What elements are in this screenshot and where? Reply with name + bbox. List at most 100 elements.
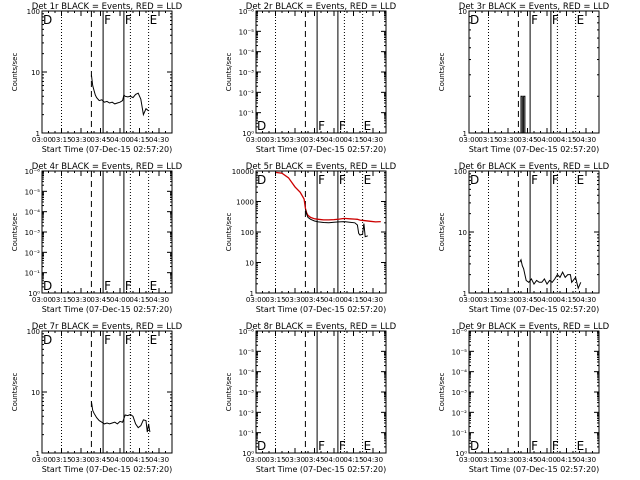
x-axis-label: Start Time (07-Dec-15 02:57:20) [256,305,387,314]
marker-letter: F [339,119,346,133]
series-line [90,74,149,117]
x-tick-label: 04:15 [556,136,576,144]
panel-title: Det 3r BLACK = Events, RED = LLD [459,2,610,12]
x-tick-label: 03:00 [246,296,266,304]
marker-letter: D [257,439,266,453]
x-tick-label: 03:00 [246,136,266,144]
x-tick-label: 04:00 [110,136,130,144]
x-tick-label: 03:45 [304,296,324,304]
x-tick-label: 03:00 [459,136,479,144]
marker-letter: D [43,279,52,293]
x-tick-label: 03:15 [51,296,71,304]
y-tick-label: 10000 [232,168,254,176]
y-tick-label: 10⁻⁴ [452,369,468,377]
y-axis-label: Counts/sec [225,53,233,92]
panel-det-1: Det 1r BLACK = Events, RED = LLD Counts/s… [11,2,183,154]
panel-det-7: Det 7r BLACK = Events, RED = LLD Counts/s… [11,322,183,474]
marker-letter: D [257,173,266,187]
series-line [520,95,526,134]
y-axis-label: Counts/sec [225,213,233,252]
panel-det-2: Det 2r BLACK = Events, RED = LLD Counts/s… [225,2,397,154]
panel-title: Det 9r BLACK = Events, RED = LLD [459,322,610,332]
y-tick-label: 10⁻⁴ [239,369,255,377]
x-axis-label: Start Time (07-Dec-15 02:57:20) [469,145,600,154]
y-tick-label: 10⁻¹ [452,430,468,438]
x-tick-label: 04:30 [363,136,383,144]
panel-det-8: Det 8r BLACK = Events, RED = LLD Counts/s… [225,322,397,474]
y-axis-label: Counts/sec [11,213,19,252]
marker-letter: F [339,439,346,453]
marker-letter: E [150,13,158,27]
x-tick-label: 03:15 [478,136,498,144]
y-tick-label: 10⁻⁵ [239,348,255,356]
x-tick-label: 03:00 [459,296,479,304]
marker-letter: F [552,439,559,453]
marker-letter: F [104,13,111,27]
panel-title: Det 8r BLACK = Events, RED = LLD [246,322,397,332]
panel-title: Det 5r BLACK = Events, RED = LLD [246,162,397,172]
y-tick-label: 10⁻⁶ [239,328,255,336]
panel-title: Det 6r BLACK = Events, RED = LLD [459,162,610,172]
x-tick-label: 04:00 [324,456,344,464]
marker-letter: E [577,13,585,27]
x-tick-label: 03:00 [32,136,52,144]
panel-det-3: Det 3r BLACK = Events, RED = LLD Counts/s… [438,2,610,154]
x-tick-label: 04:15 [343,456,363,464]
x-tick-label: 04:30 [149,136,169,144]
x-tick-label: 04:15 [129,136,149,144]
x-tick-label: 03:30 [71,296,91,304]
x-tick-label: 04:15 [129,456,149,464]
y-tick-label: 10⁻² [452,409,468,417]
panel-title: Det 7r BLACK = Events, RED = LLD [32,322,183,332]
y-tick-label: 100 [27,328,40,336]
series-line [90,401,151,433]
marker-letter: E [150,333,158,347]
y-tick-label: 10⁻² [239,409,255,417]
y-tick-label: 10⁰ [242,450,254,458]
y-tick-label: 10⁻¹ [239,430,255,438]
x-tick-label: 04:00 [110,296,130,304]
marker-letter: F [125,279,132,293]
x-tick-label: 03:45 [304,136,324,144]
x-tick-label: 03:15 [478,296,498,304]
x-tick-label: 03:15 [51,136,71,144]
marker-letter: D [470,439,479,453]
x-tick-label: 04:00 [324,136,344,144]
marker-letter: F [531,13,538,27]
x-tick-label: 04:30 [363,296,383,304]
marker-letter: F [318,173,325,187]
marker-letter: E [364,439,372,453]
x-tick-label: 03:45 [517,136,537,144]
x-tick-label: 03:45 [517,456,537,464]
marker-letter: D [43,333,52,347]
x-tick-label: 04:30 [576,296,596,304]
marker-letter: F [125,333,132,347]
panel-det-4: Det 4r BLACK = Events, RED = LLD Counts/s… [11,162,183,314]
y-axis-label: Counts/sec [11,373,19,412]
marker-letter: D [43,13,52,27]
y-tick-label: 1 [36,130,40,138]
x-tick-label: 03:00 [246,456,266,464]
marker-letter: E [150,279,158,293]
panel-title: Det 1r BLACK = Events, RED = LLD [32,2,183,12]
y-axis-label: Counts/sec [438,53,446,92]
y-tick-label: 10⁻¹ [239,110,255,118]
y-tick-label: 10⁻³ [239,69,255,77]
x-tick-label: 04:30 [363,456,383,464]
x-tick-label: 03:45 [90,456,110,464]
y-tick-label: 10⁻⁵ [452,348,468,356]
y-tick-label: 10⁻³ [452,389,468,397]
y-tick-label: 1000 [236,199,254,207]
x-tick-label: 03:45 [90,136,110,144]
y-tick-label: 10⁻³ [239,389,255,397]
series-line [304,209,368,238]
y-tick-label: 10 [245,260,254,268]
y-tick-label: 1 [463,130,467,138]
y-tick-label: 10 [31,69,40,77]
x-tick-label: 03:30 [498,136,518,144]
x-tick-label: 04:30 [149,456,169,464]
y-tick-label: 10⁻⁴ [239,49,255,57]
y-tick-label: 1 [463,290,467,298]
marker-letter: D [257,119,266,133]
